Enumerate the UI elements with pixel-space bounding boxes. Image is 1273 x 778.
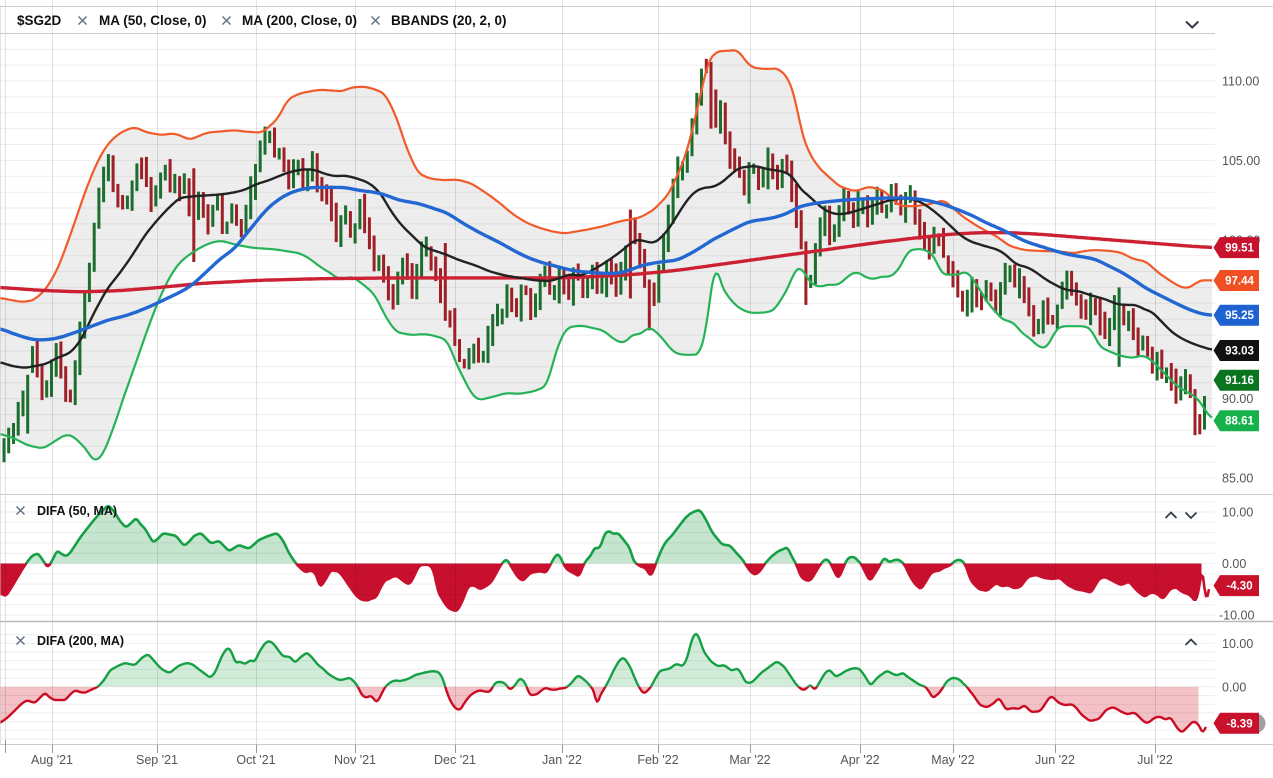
svg-text:$SG2D: $SG2D [17, 13, 62, 28]
svg-text:97.44: 97.44 [1225, 276, 1254, 288]
svg-text:DIFA (50, MA): DIFA (50, MA) [37, 504, 117, 518]
svg-text:BBANDS (20, 2, 0): BBANDS (20, 2, 0) [391, 13, 507, 28]
svg-text:Feb '22: Feb '22 [637, 753, 678, 767]
svg-text:Mar '22: Mar '22 [729, 753, 770, 767]
svg-text:95.25: 95.25 [1225, 310, 1254, 322]
svg-text:Jan '22: Jan '22 [542, 753, 582, 767]
svg-text:88.61: 88.61 [1225, 416, 1254, 428]
svg-text:Apr '22: Apr '22 [840, 753, 879, 767]
svg-text:May '22: May '22 [931, 753, 974, 767]
svg-text:Jul '22: Jul '22 [1137, 753, 1173, 767]
svg-text:-10.00: -10.00 [1219, 609, 1254, 623]
svg-text:-8.39: -8.39 [1226, 718, 1252, 730]
svg-text:Nov '21: Nov '21 [334, 753, 376, 767]
svg-text:MA (50, Close, 0): MA (50, Close, 0) [99, 13, 207, 28]
svg-text:Aug '21: Aug '21 [31, 753, 73, 767]
svg-text:Dec '21: Dec '21 [434, 753, 476, 767]
svg-text:90.00: 90.00 [1222, 392, 1253, 406]
svg-text:-4.30: -4.30 [1226, 581, 1252, 593]
svg-text:Sep '21: Sep '21 [136, 753, 178, 767]
svg-text:DIFA (200, MA): DIFA (200, MA) [37, 634, 124, 648]
svg-text:105.00: 105.00 [1222, 154, 1260, 168]
svg-text:10.00: 10.00 [1222, 637, 1253, 651]
svg-text:99.51: 99.51 [1225, 243, 1254, 255]
svg-text:0.00: 0.00 [1222, 680, 1246, 694]
svg-text:10.00: 10.00 [1222, 506, 1253, 520]
svg-text:MA (200, Close, 0): MA (200, Close, 0) [242, 13, 357, 28]
svg-text:Jun '22: Jun '22 [1035, 753, 1075, 767]
svg-text:91.16: 91.16 [1225, 375, 1254, 387]
svg-text:110.00: 110.00 [1222, 75, 1259, 89]
svg-text:93.03: 93.03 [1225, 346, 1254, 358]
svg-text:Oct '21: Oct '21 [236, 753, 275, 767]
svg-text:0.00: 0.00 [1222, 557, 1246, 571]
svg-text:85.00: 85.00 [1222, 472, 1253, 486]
